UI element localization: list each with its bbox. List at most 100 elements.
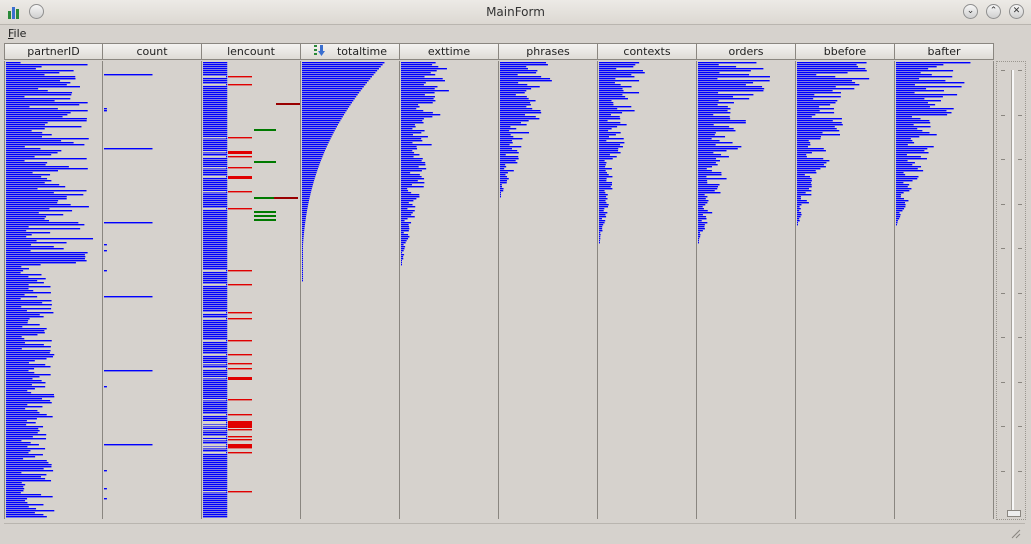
cell-bar (401, 84, 424, 86)
cell-bar (500, 76, 542, 78)
scrollbar-track[interactable] (1011, 70, 1014, 514)
scrollbar-handle[interactable] (1007, 510, 1021, 517)
cell-bar (896, 68, 929, 70)
minimize-button[interactable]: ⌄ (963, 4, 978, 19)
cell-bar (302, 212, 307, 214)
cell-bar (203, 174, 228, 176)
cell-bar (896, 164, 913, 166)
cell-bar (797, 174, 805, 176)
cell-bar (599, 78, 616, 80)
cell-bar (599, 118, 621, 120)
cell-bar (302, 134, 333, 136)
cell-bar (698, 206, 703, 208)
column-header-count[interactable]: count (103, 43, 202, 60)
lencount-marker (228, 422, 252, 424)
cell-bar (6, 234, 32, 236)
cell-bar (500, 82, 519, 84)
cell-bar (6, 364, 46, 366)
cell-bar (698, 202, 708, 204)
close-button[interactable]: ✕ (1009, 4, 1024, 19)
cell-bar (401, 188, 408, 190)
data-grid (4, 61, 994, 519)
cell-bar (698, 134, 715, 136)
cell-bar (6, 408, 26, 410)
cell-bar (797, 168, 821, 170)
lencount-gap (203, 447, 226, 449)
column-header-exttime[interactable]: exttime (400, 43, 499, 60)
menu-file[interactable]: File (8, 27, 26, 40)
cell-bar (401, 194, 420, 196)
cell-bar (797, 180, 812, 182)
cell-bar (302, 90, 361, 92)
cell-bar (698, 150, 727, 152)
cell-bar (203, 488, 228, 490)
cell-bar (6, 208, 50, 210)
cell-bar (599, 84, 621, 86)
cell-bar (797, 134, 841, 136)
cell-bar (203, 458, 228, 460)
cell-bar (500, 92, 525, 94)
column-header-contexts[interactable]: contexts (598, 43, 697, 60)
cell-bar (203, 386, 228, 388)
column-header-bbefore[interactable]: bbefore (796, 43, 895, 60)
cell-bar (6, 248, 64, 250)
cell-bar (797, 116, 812, 118)
lencount-marker (228, 444, 252, 446)
cell-bar (6, 436, 33, 438)
column-header-partnerID[interactable]: partnerID (4, 43, 103, 60)
cell-bar (6, 338, 25, 340)
cell-bar (698, 128, 734, 130)
cell-bar (203, 136, 228, 138)
cell-bar (203, 508, 228, 510)
column-header-orders[interactable]: orders (697, 43, 796, 60)
cell-bar (698, 62, 757, 64)
cell-bar (6, 178, 48, 180)
cell-bar (401, 256, 404, 258)
window-menu-button[interactable] (29, 4, 44, 19)
cell-bar (6, 374, 51, 376)
maximize-button[interactable]: ⌃ (986, 4, 1001, 19)
cell-bar (6, 362, 29, 364)
column-header-phrases[interactable]: phrases (499, 43, 598, 60)
cell-bar (797, 68, 866, 70)
resize-grip-icon[interactable] (1009, 527, 1021, 539)
cell-bar (500, 184, 502, 186)
lencount-green-marker (254, 219, 276, 221)
vertical-scrollbar[interactable] (996, 61, 1026, 520)
cell-bar (401, 132, 422, 134)
column-header-bafter[interactable]: bafter (895, 43, 994, 60)
cell-bar (302, 148, 326, 150)
column-header-lencount[interactable]: lencount (202, 43, 301, 60)
cell-bar (401, 206, 416, 208)
cell-bar (302, 228, 305, 230)
cell-bar (302, 158, 322, 160)
cell-bar (401, 68, 447, 70)
cell-bar (896, 200, 909, 202)
cell-bar (698, 196, 708, 198)
cell-bar (302, 88, 363, 90)
cell-bar (401, 156, 414, 158)
cell-bar (797, 124, 843, 126)
column-header-totaltime[interactable]: totaltime (301, 43, 400, 60)
cell-bar (203, 102, 228, 104)
cell-bar (203, 392, 228, 394)
cell-bar (401, 164, 426, 166)
cell-bar (6, 484, 26, 486)
cell-bar (896, 120, 930, 122)
cell-bar (203, 302, 228, 304)
cell-bar (698, 234, 701, 236)
cell-bar (599, 232, 601, 234)
cell-bar (6, 506, 29, 508)
cell-bar (302, 208, 308, 210)
cell-bar (6, 318, 30, 320)
cell-bar (6, 446, 28, 448)
cell-bar (6, 184, 60, 186)
cell-bar (203, 346, 228, 348)
cell-bar (896, 142, 915, 144)
cell-bar (6, 332, 45, 334)
cell-bar (500, 118, 540, 120)
cell-bar (797, 184, 812, 186)
cell-bar (6, 410, 38, 412)
cell-bar (6, 432, 38, 434)
cell-bar (6, 508, 37, 510)
